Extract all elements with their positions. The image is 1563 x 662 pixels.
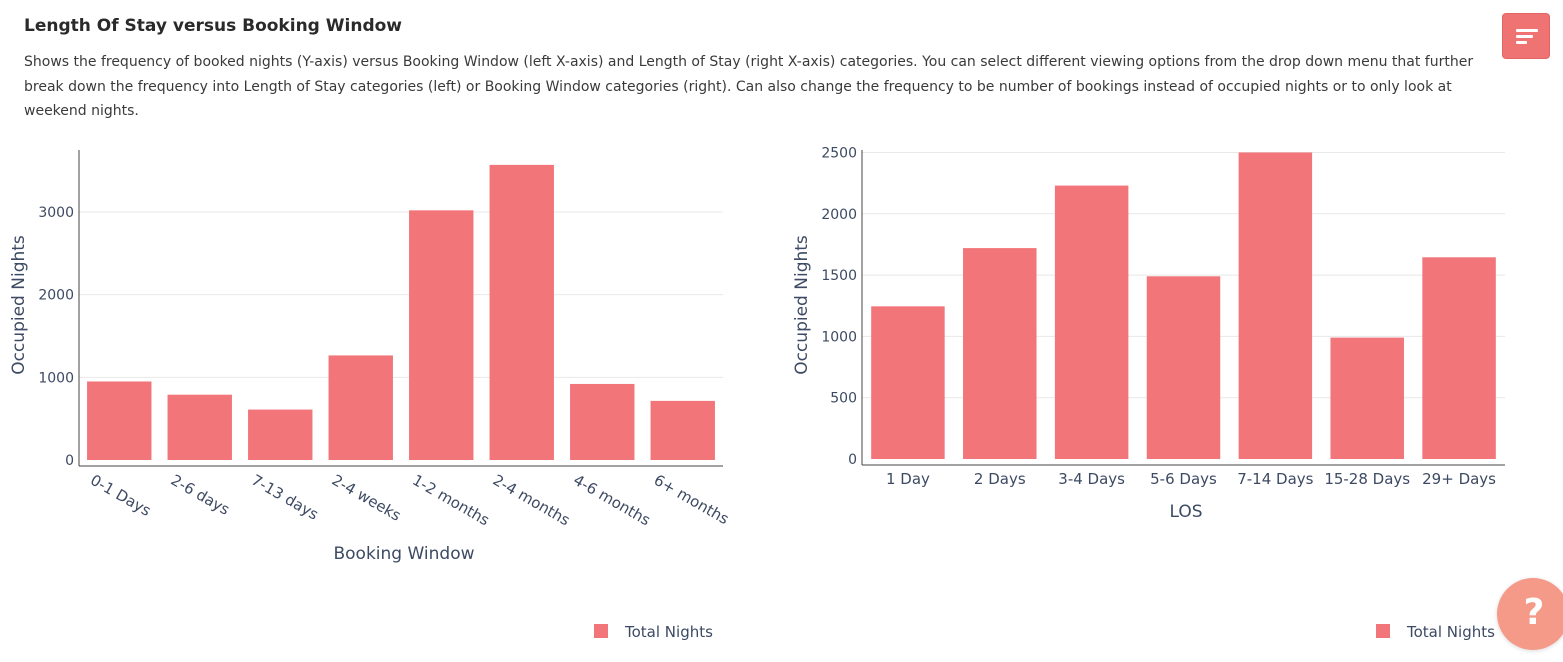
x-tick-label: 29+ Days [1422,470,1496,488]
question-icon: ? [1523,592,1545,633]
y-tick-label: 2000 [38,288,74,304]
x-axis-title: LOS [1169,502,1202,522]
los-chart: 0 500 1000 1500 2000 2500 1 Day 2 Days 3-4 Days 5… [792,145,1505,641]
bar [1146,276,1221,459]
y-axis-title: Occupied Nights [9,235,29,375]
bar [328,355,393,460]
bar [489,164,554,460]
bar [963,248,1037,459]
y-tick-label: 3000 [38,205,74,221]
legend-swatch [594,624,608,638]
y-tick-label: 0 [65,453,74,469]
x-tick-label: 6+ months [651,471,732,528]
x-tick-label: 2-6 days [168,471,233,519]
x-tick-label: 3-4 Days [1058,470,1125,488]
chart-description: Shows the frequency of booked nights (Y-… [24,54,1474,119]
bar [650,400,715,460]
help-button[interactable]: ? [1497,578,1563,650]
page-title: Length Of Stay versus Booking Window [24,16,402,36]
y-axis-title: Occupied Nights [792,235,812,375]
bar [409,210,474,460]
legend-label: Total Nights [624,623,713,641]
y-tick-label: 500 [830,391,857,407]
bar [570,383,635,460]
y-tick-label: 1000 [821,329,857,345]
options-menu-button[interactable] [1502,13,1550,59]
bar [1238,152,1313,459]
bar [871,306,945,459]
y-tick-label: 1500 [821,268,857,284]
bar [167,394,232,460]
bar [1054,185,1129,460]
y-tick-label: 1000 [38,370,74,386]
legend-swatch [1376,624,1390,638]
x-tick-label: 0-1 Days [87,471,154,520]
y-tick-label: 2000 [821,207,857,223]
x-tick-label: 1 Day [886,470,930,488]
x-tick-label: 2 Days [974,470,1026,488]
legend-label: Total Nights [1406,623,1495,641]
x-tick-label: 5-6 Days [1150,470,1217,488]
x-tick-label: 7-13 days [248,471,321,524]
x-tick-label: 15-28 Days [1324,470,1410,488]
bar [248,409,313,460]
x-tick-label: 7-14 Days [1237,470,1313,488]
bar [1422,257,1496,459]
x-axis-title: Booking Window [333,544,474,564]
x-tick-label: 2-4 weeks [329,471,404,525]
x-tick-label: 2-4 months [490,471,573,530]
y-tick-label: 2500 [821,145,857,161]
y-tick-label: 0 [848,452,857,468]
bar [87,381,152,460]
x-tick-label: 4-6 months [570,471,653,530]
x-tick-label: 1-2 months [409,471,492,530]
bar [1330,337,1404,459]
